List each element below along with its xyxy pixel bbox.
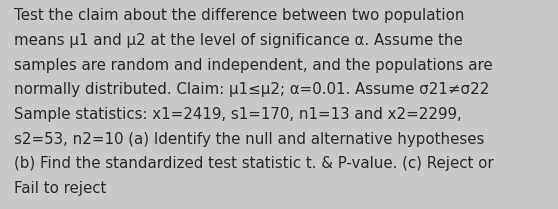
Text: s2=53, n2=10 (a) Identify the null and alternative hypotheses: s2=53, n2=10 (a) Identify the null and a… bbox=[14, 132, 484, 147]
Text: samples are random and independent, and the populations are: samples are random and independent, and … bbox=[14, 58, 493, 73]
Text: normally distributed. Claim: μ1≤μ2; α=0.01. Assume σ21≠σ22: normally distributed. Claim: μ1≤μ2; α=0.… bbox=[14, 82, 489, 97]
Text: means μ1 and μ2 at the level of significance α. Assume the: means μ1 and μ2 at the level of signific… bbox=[14, 33, 463, 48]
Text: Sample statistics: x1=2419, s1=170, n1=13 and x2=2299,: Sample statistics: x1=2419, s1=170, n1=1… bbox=[14, 107, 461, 122]
Text: Fail to reject: Fail to reject bbox=[14, 181, 107, 196]
Text: Test the claim about the difference between two population: Test the claim about the difference betw… bbox=[14, 8, 464, 23]
Text: (b) Find the standardized test statistic t. & P-value. (c) Reject or: (b) Find the standardized test statistic… bbox=[14, 156, 494, 171]
